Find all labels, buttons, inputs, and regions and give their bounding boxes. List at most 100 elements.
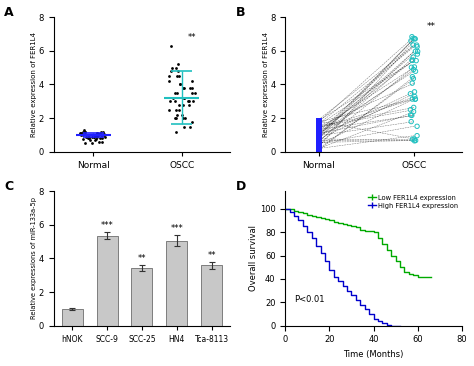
Y-axis label: Overall survival: Overall survival: [249, 225, 258, 291]
Bar: [131, 268, 153, 326]
Point: [413, 133, 421, 139]
Point: [174, 61, 182, 67]
Point: [173, 107, 180, 113]
Point: [182, 115, 189, 121]
Point: [180, 85, 187, 91]
Point: [97, 135, 104, 141]
Y-axis label: Relative expression of FER1L4: Relative expression of FER1L4: [263, 32, 269, 137]
Point: [88, 134, 96, 139]
Point: [94, 132, 102, 138]
Point: [174, 68, 182, 74]
Point: [173, 115, 180, 121]
Point: [86, 137, 94, 143]
Point: [188, 85, 195, 91]
Point: [407, 107, 414, 113]
Point: [76, 130, 84, 136]
Point: [177, 82, 184, 87]
Point: [82, 141, 89, 146]
Point: [185, 98, 193, 104]
Bar: [97, 236, 118, 326]
Point: [191, 90, 198, 96]
Point: [79, 130, 86, 135]
Legend: Low FER1L4 expression, High FER1L4 expression: Low FER1L4 expression, High FER1L4 expre…: [368, 194, 458, 209]
Point: [172, 90, 179, 96]
Point: [409, 136, 416, 142]
Point: [96, 131, 104, 137]
Point: [179, 102, 186, 108]
Point: [176, 82, 183, 87]
Point: [410, 104, 418, 110]
Point: [184, 98, 192, 104]
Point: [408, 64, 415, 70]
Point: [186, 124, 194, 130]
Point: [407, 91, 414, 97]
Text: B: B: [236, 7, 246, 19]
Text: ***: ***: [171, 224, 183, 234]
Point: [411, 96, 419, 102]
Point: [100, 131, 108, 137]
Point: [409, 80, 416, 86]
Point: [408, 112, 416, 118]
Point: [413, 42, 420, 48]
Point: [91, 132, 98, 138]
Point: [77, 130, 84, 136]
Point: [169, 65, 176, 71]
Point: [410, 136, 418, 142]
Point: [175, 107, 182, 113]
Text: P<0.01: P<0.01: [294, 295, 325, 303]
Point: [90, 133, 97, 139]
Point: [186, 85, 194, 91]
Point: [407, 38, 415, 44]
Point: [410, 138, 418, 144]
Point: [175, 102, 182, 108]
Point: [165, 78, 173, 84]
Point: [98, 135, 106, 141]
Point: [85, 135, 92, 141]
Point: [171, 98, 179, 104]
Point: [101, 134, 109, 139]
Point: [180, 85, 188, 91]
Point: [166, 107, 173, 113]
Bar: [62, 309, 82, 326]
Text: A: A: [4, 7, 14, 19]
Point: [411, 94, 419, 100]
Point: [165, 73, 173, 79]
Point: [410, 54, 417, 60]
Point: [408, 57, 416, 63]
Point: [412, 138, 419, 143]
Point: [95, 131, 103, 137]
Point: [407, 112, 414, 118]
Bar: [166, 241, 187, 326]
Point: [411, 36, 419, 42]
Point: [410, 89, 418, 95]
Point: [412, 58, 420, 64]
Point: [409, 74, 416, 80]
Point: [82, 130, 89, 135]
Bar: [201, 265, 222, 326]
Point: [181, 95, 188, 101]
Point: [86, 134, 93, 139]
Point: [409, 96, 416, 102]
Point: [88, 141, 95, 146]
Point: [409, 36, 417, 41]
Point: [173, 129, 180, 135]
Point: [81, 129, 89, 135]
Point: [411, 48, 419, 54]
Point: [413, 123, 421, 129]
Point: [93, 130, 100, 136]
Point: [92, 136, 100, 142]
Point: [100, 132, 108, 138]
Text: **: **: [208, 251, 216, 260]
Point: [173, 73, 181, 79]
Point: [410, 67, 418, 72]
Point: [414, 49, 421, 55]
Text: **: **: [137, 254, 146, 263]
Point: [189, 78, 196, 84]
Point: [167, 68, 175, 74]
Point: [167, 43, 174, 49]
Point: [410, 109, 418, 115]
Point: [98, 132, 106, 138]
Point: [94, 132, 102, 138]
Point: [411, 96, 419, 102]
Point: [82, 135, 90, 141]
